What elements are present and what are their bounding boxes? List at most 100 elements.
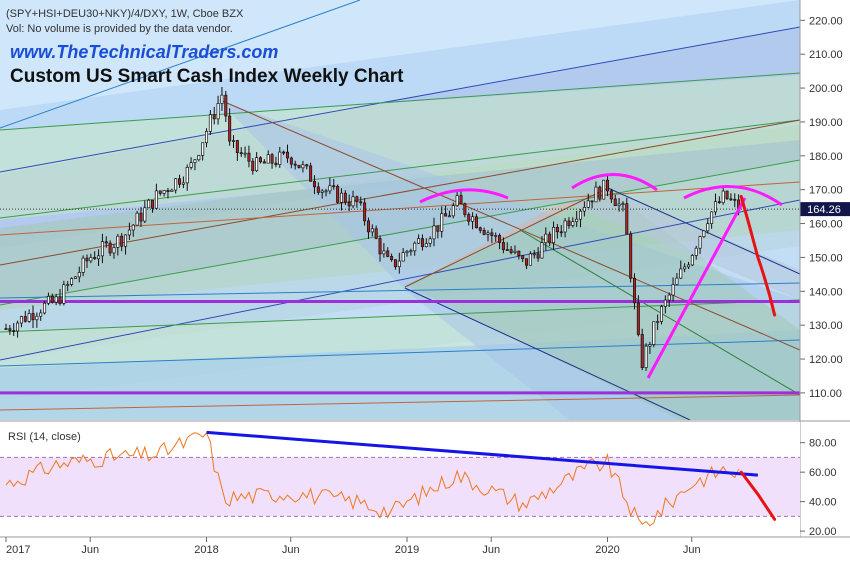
channel-line: [0, 26, 800, 173]
rsi-tick-label: 20.00: [809, 526, 837, 538]
candle-body: [582, 207, 586, 212]
candle-body: [706, 223, 710, 232]
channel-band: [0, 75, 800, 220]
candle-body: [208, 114, 212, 132]
candle-body: [131, 224, 135, 231]
candle-body: [652, 321, 656, 345]
time-tick-label: Jun: [81, 544, 99, 556]
candle-body: [100, 241, 104, 257]
candle-body: [336, 185, 340, 203]
candle-body: [174, 178, 178, 191]
candle-body: [675, 277, 679, 285]
candle-body: [147, 199, 151, 209]
time-tick-label: Jun: [683, 544, 701, 556]
candle-body: [501, 242, 505, 250]
candle-body: [517, 250, 521, 256]
candle-body: [89, 257, 93, 262]
candle-body: [347, 201, 351, 207]
price-tick-label: 190.00: [809, 117, 843, 129]
candle-body: [474, 216, 478, 229]
candle-body: [305, 164, 309, 167]
candle-body: [401, 252, 405, 262]
candle-body: [178, 178, 182, 185]
candle-body: [50, 296, 54, 303]
candle-body: [378, 238, 382, 255]
head-arc: [571, 173, 658, 192]
candle-body: [143, 207, 147, 222]
pattern-annotations: [419, 173, 783, 379]
candle-body: [228, 115, 232, 142]
candle-body: [686, 264, 690, 268]
candle-body: [644, 345, 648, 369]
time-tick-label: 2019: [395, 544, 419, 556]
candle-body: [656, 321, 660, 323]
candle-body: [193, 159, 197, 164]
candle-body: [363, 202, 367, 222]
candle-body: [667, 294, 671, 301]
candle-body: [390, 256, 394, 261]
candle-body: [486, 232, 490, 235]
candle-body: [694, 247, 698, 256]
candle-body: [181, 182, 185, 185]
candle-body: [548, 233, 552, 244]
candle-body: [690, 255, 694, 266]
rsi-band: [0, 457, 800, 517]
candle-body: [713, 201, 717, 213]
candle-body: [316, 186, 320, 193]
time-axis[interactable]: [0, 537, 850, 562]
price-series: [4, 86, 741, 371]
candle-body: [659, 306, 664, 322]
candle-body: [320, 190, 324, 193]
candle-body: [586, 200, 590, 208]
candle-body: [232, 140, 236, 142]
candle-body: [598, 186, 602, 200]
candle-body: [139, 212, 143, 222]
price-tick-label: 180.00: [809, 151, 843, 163]
price-tick-label: 220.00: [809, 15, 843, 27]
candle-body: [185, 167, 189, 184]
candle-body: [23, 316, 27, 322]
pitchfork-line: [404, 187, 609, 288]
candle-body: [505, 249, 509, 251]
candle-body: [671, 284, 675, 296]
recovery-trend-line: [646, 197, 747, 379]
candle-body: [498, 235, 502, 243]
candle-body: [629, 233, 633, 279]
candle-body: [447, 215, 451, 218]
rsi-trend-line: [206, 430, 759, 477]
candle-body: [108, 242, 112, 254]
candle-body: [617, 203, 621, 207]
candle-body: [4, 328, 8, 330]
candle-body: [528, 253, 532, 266]
candle-body: [463, 203, 467, 215]
candle-body: [444, 213, 448, 217]
last-price-badge: 164.26: [800, 202, 850, 217]
candle-body: [293, 163, 297, 166]
candle-body: [104, 241, 108, 244]
candle-body: [606, 179, 610, 192]
price-tick-label: 120.00: [809, 354, 843, 366]
candle-body: [602, 179, 606, 200]
candle-body: [66, 284, 70, 286]
rsi-forecast-path: [739, 470, 777, 521]
candle-body: [436, 225, 440, 232]
time-tick-label: Jun: [282, 544, 300, 556]
candle-body: [243, 152, 247, 155]
candle-body: [374, 228, 378, 239]
time-tick-label: 2020: [595, 544, 619, 556]
candle-body: [432, 225, 436, 240]
candle-body: [490, 232, 494, 236]
candle-body: [70, 278, 74, 285]
price-tick-label: 130.00: [809, 320, 843, 332]
candle-body: [567, 220, 571, 226]
time-tick-label: 2017: [6, 544, 30, 556]
candle-body: [62, 284, 66, 304]
candle-body: [220, 94, 224, 104]
forecast-path: [739, 194, 777, 317]
candle-body: [482, 230, 486, 235]
candle-body: [393, 259, 397, 268]
price-tick-label: 160.00: [809, 219, 843, 231]
channel-line: [0, 119, 800, 266]
